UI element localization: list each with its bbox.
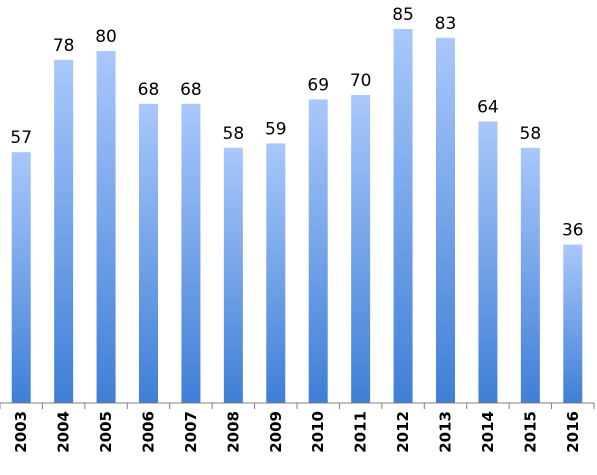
x-ticks-layer: [0, 403, 595, 409]
value-label-2014: 64: [477, 97, 499, 117]
bar-2006: [139, 103, 158, 404]
value-labels-layer: 57 78 80 68 68 58 59 69 70 85 83 64 58 36: [10, 5, 583, 241]
x-tick-label-2010: 2010: [309, 411, 327, 453]
bar-2013: [436, 37, 455, 404]
x-tick-label-2007: 2007: [182, 411, 200, 453]
value-label-2013: 83: [435, 14, 457, 34]
x-tick-label-2005: 2005: [97, 411, 115, 453]
bars-layer: [11, 29, 583, 404]
value-label-2007: 68: [180, 80, 202, 100]
x-tick-label-2009: 2009: [267, 411, 285, 453]
value-label-2015: 58: [520, 124, 542, 144]
x-tick-label-2003: 2003: [12, 411, 30, 453]
bar-2014: [478, 121, 498, 404]
x-tick-label-2004: 2004: [55, 411, 73, 453]
bar-2003: [11, 152, 31, 403]
bar-2016: [563, 244, 583, 403]
x-tick-label-2006: 2006: [140, 411, 158, 453]
bar-2004: [54, 59, 74, 404]
bar-2015: [520, 147, 540, 403]
bar-2010: [308, 99, 328, 404]
x-tick-label-2014: 2014: [479, 411, 497, 453]
value-label-2009: 59: [265, 119, 287, 139]
value-label-2005: 80: [95, 27, 117, 47]
value-label-2003: 57: [10, 128, 32, 148]
value-label-2010: 69: [307, 75, 329, 95]
x-tick-label-2013: 2013: [437, 411, 455, 453]
bar-2008: [223, 147, 243, 403]
x-tick-label-2016: 2016: [564, 411, 582, 453]
x-tick-labels-layer: 2003 2004 2005 2006 2007 2008 2009 2010 2011 2012…: [12, 411, 582, 453]
bar-2012: [393, 29, 413, 403]
x-tick-label-2015: 2015: [521, 411, 539, 453]
value-label-2008: 58: [223, 124, 245, 144]
value-label-2004: 78: [53, 36, 75, 56]
bar-2005: [96, 51, 116, 403]
x-tick-label-2008: 2008: [224, 411, 242, 453]
value-label-2006: 68: [138, 80, 160, 100]
bar-2009: [266, 143, 286, 403]
x-tick-label-2011: 2011: [352, 411, 370, 453]
bar-2007: [181, 103, 201, 404]
x-tick-label-2012: 2012: [394, 411, 412, 453]
value-label-2016: 36: [562, 221, 584, 241]
value-label-2012: 85: [392, 5, 414, 25]
value-label-2011: 70: [350, 71, 372, 91]
bar-2011: [351, 95, 371, 403]
